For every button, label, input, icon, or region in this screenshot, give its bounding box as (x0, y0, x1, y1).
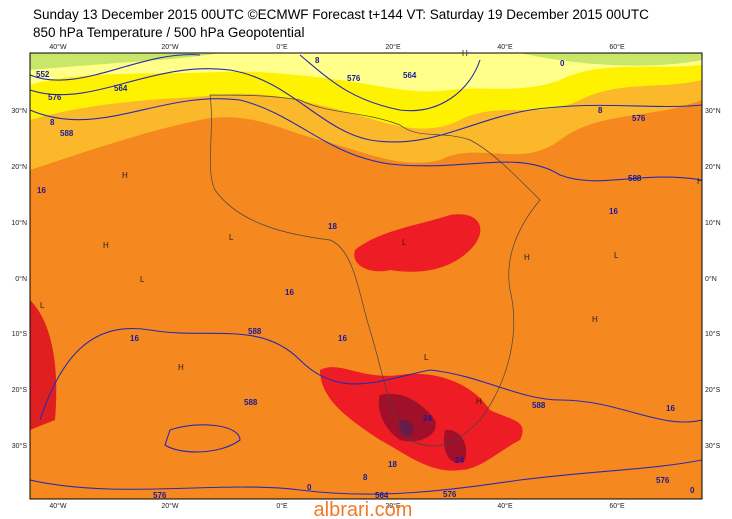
contour-line (30, 54, 481, 112)
contour-label: 588 (532, 401, 546, 410)
contour-label: 0 (560, 59, 565, 68)
coastline (209, 94, 541, 447)
lat-label: 20°S (705, 386, 721, 394)
pressure-marker: L (40, 301, 45, 310)
contour-label: 16 (609, 207, 618, 216)
pressure-marker: L (140, 275, 145, 284)
pressure-marker: H (103, 241, 109, 250)
lat-label: 30°S (705, 442, 721, 450)
pressure-marker: L (614, 251, 619, 260)
lon-label: 20°W (161, 43, 179, 51)
lat-label: 20°N (11, 163, 27, 171)
map: 40°W 20°W 0°E 20°E 40°E 60°E 40°W 20°W 0… (11, 43, 720, 510)
contour-label: 576 (656, 476, 670, 485)
lat-label: 30°S (12, 442, 28, 450)
contour-line (30, 459, 702, 495)
lon-label: 40°E (497, 43, 513, 51)
warm-patch (30, 300, 57, 430)
pale-band (30, 53, 702, 92)
pressure-marker: H (592, 315, 598, 324)
contour-label: 8 (315, 56, 320, 65)
contour-label: 18 (388, 460, 397, 469)
pressure-marker: L (424, 353, 429, 362)
contour-label: 8 (598, 106, 603, 115)
watermark: albrari.com (314, 499, 413, 519)
pressure-marker: L (229, 233, 234, 242)
contour-label: 16 (285, 288, 294, 297)
lat-label: 20°S (12, 386, 28, 394)
pressure-marker: H (122, 171, 128, 180)
contour-line (164, 424, 241, 453)
lat-label: 0°N (15, 275, 27, 283)
lat-label: 10°S (705, 330, 721, 338)
contour-label: 552 (36, 70, 50, 79)
contour-label: 588 (244, 398, 258, 407)
lon-label: 0°E (276, 43, 288, 51)
pressure-marker: H (178, 363, 184, 372)
contour-line (39, 328, 702, 423)
contour-label: 576 (48, 93, 62, 102)
lat-label: 30°N (705, 107, 721, 115)
pressure-marker: H (697, 177, 703, 186)
lon-label: 20°E (385, 502, 401, 510)
pressure-markers: H H L H L H L H H L H L H L (40, 49, 703, 406)
contour-label: 16 (338, 334, 347, 343)
contour-label: 16 (37, 186, 46, 195)
latitude-labels: 30°N 20°N 10°N 0°N 10°S 20°S 30°S 30°N 2… (11, 107, 720, 450)
lat-label: 20°N (705, 163, 721, 171)
lon-label: 0°E (276, 502, 288, 510)
pressure-marker: H (524, 253, 530, 262)
header-line1: Sunday 13 December 2015 00UTC ©ECMWF For… (33, 7, 649, 22)
lat-label: 10°N (11, 219, 27, 227)
lat-label: 10°N (705, 219, 721, 227)
contour-line (30, 98, 702, 182)
contour-label: 588 (628, 174, 642, 183)
lon-label: 60°E (609, 43, 625, 51)
contour-label: 588 (248, 327, 262, 336)
contour-label: 24 (455, 456, 464, 465)
contour-label: 576 (347, 74, 361, 83)
contour-label: 588 (60, 129, 74, 138)
contour-label: 0 (690, 486, 695, 495)
contour-label: 8 (363, 473, 368, 482)
hot-core (398, 419, 414, 437)
pressure-marker: L (402, 238, 407, 247)
contour-label: 16 (666, 404, 675, 413)
hot-core (378, 393, 467, 463)
contour-labels: 552 564 576 588 8 16 8 576 564 0 8 576 5… (36, 56, 695, 500)
contour-line (30, 68, 702, 143)
lat-label: 10°S (12, 330, 28, 338)
lat-label: 0°N (705, 275, 717, 283)
lon-label: 60°E (609, 502, 625, 510)
lon-label: 20°W (161, 502, 179, 510)
contour-label: 576 (443, 490, 457, 499)
contour-label: 576 (632, 114, 646, 123)
map-frame (29, 52, 703, 500)
pressure-marker: H (462, 49, 468, 58)
contour-label: 24 (423, 414, 432, 423)
contour-label: 564 (375, 491, 389, 500)
contour-label: 576 (153, 491, 167, 500)
warm-patch (354, 214, 481, 272)
lon-label: 40°W (49, 43, 67, 51)
pressure-marker: H (476, 397, 482, 406)
contour-label: 18 (328, 222, 337, 231)
contour-label: 16 (130, 334, 139, 343)
lon-label: 20°E (385, 43, 401, 51)
lat-label: 30°N (11, 107, 27, 115)
contour-label: 0 (307, 483, 312, 492)
contour-label: 564 (403, 71, 417, 80)
lon-label: 40°W (49, 502, 67, 510)
lon-label: 40°E (497, 502, 513, 510)
longitude-labels: 40°W 20°W 0°E 20°E 40°E 60°E 40°W 20°W 0… (49, 43, 625, 510)
contour-label: 8 (50, 118, 55, 127)
header-line2: 850 hPa Temperature / 500 hPa Geopotenti… (33, 25, 304, 40)
cool-band (30, 53, 702, 70)
contour-label: 564 (114, 84, 128, 93)
